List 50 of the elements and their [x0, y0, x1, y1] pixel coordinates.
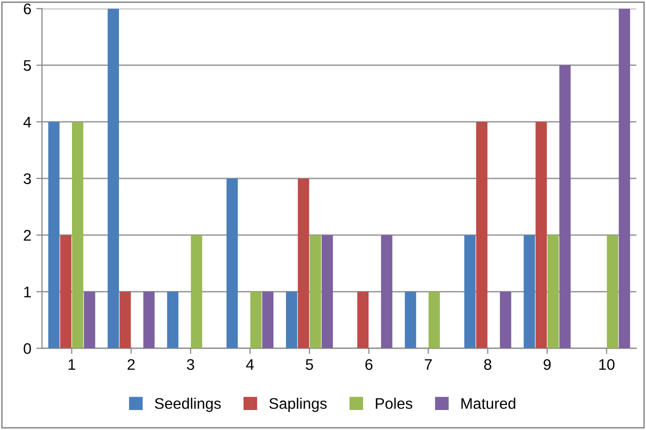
x-tick-label: 5 — [306, 359, 314, 370]
x-tick-label: 10 — [599, 359, 614, 370]
bar — [120, 292, 131, 348]
bar — [381, 235, 392, 348]
bar — [618, 8, 630, 348]
y-tick-label: 0 — [24, 343, 31, 354]
bar — [547, 235, 559, 348]
x-tick-label: 9 — [544, 359, 551, 370]
bar — [250, 292, 262, 348]
bar — [524, 235, 535, 348]
bar — [262, 292, 274, 348]
bar — [286, 292, 298, 348]
x-tick-label: 6 — [365, 359, 372, 370]
x-tick-label: 4 — [246, 359, 254, 370]
bar — [476, 122, 488, 348]
bar — [190, 235, 202, 348]
bar — [298, 178, 310, 348]
x-tick-label: 7 — [424, 359, 432, 370]
y-tick-label: 5 — [24, 60, 31, 71]
bar — [167, 292, 178, 348]
bar — [60, 235, 72, 348]
bar — [606, 235, 618, 348]
y-tick-label: 6 — [24, 3, 31, 14]
bar — [357, 292, 369, 348]
bar — [310, 235, 322, 348]
bar — [428, 292, 440, 348]
y-tick-label: 1 — [24, 286, 31, 298]
bar — [108, 8, 119, 348]
legend-label: Saplings — [269, 398, 327, 412]
bar — [404, 292, 416, 348]
x-tick-label: 2 — [128, 359, 135, 370]
x-tick-label: 8 — [484, 359, 492, 370]
legend-label: Matured — [461, 398, 516, 409]
bar — [84, 292, 96, 348]
bar — [72, 122, 84, 348]
legend-label: Seedlings — [154, 398, 221, 412]
x-tick-label: 1 — [68, 359, 76, 370]
bar — [226, 178, 238, 348]
bar — [48, 122, 60, 348]
x-tick-label: 3 — [186, 359, 194, 370]
legend-label: Poles — [376, 398, 412, 409]
bar — [143, 292, 155, 348]
bar — [559, 65, 571, 348]
bar — [464, 235, 476, 348]
y-tick-label: 2 — [24, 230, 31, 241]
bar — [322, 235, 333, 348]
y-tick-label: 4 — [23, 116, 32, 128]
bar — [500, 292, 512, 348]
bar — [536, 122, 547, 348]
y-tick-label: 3 — [24, 173, 31, 184]
